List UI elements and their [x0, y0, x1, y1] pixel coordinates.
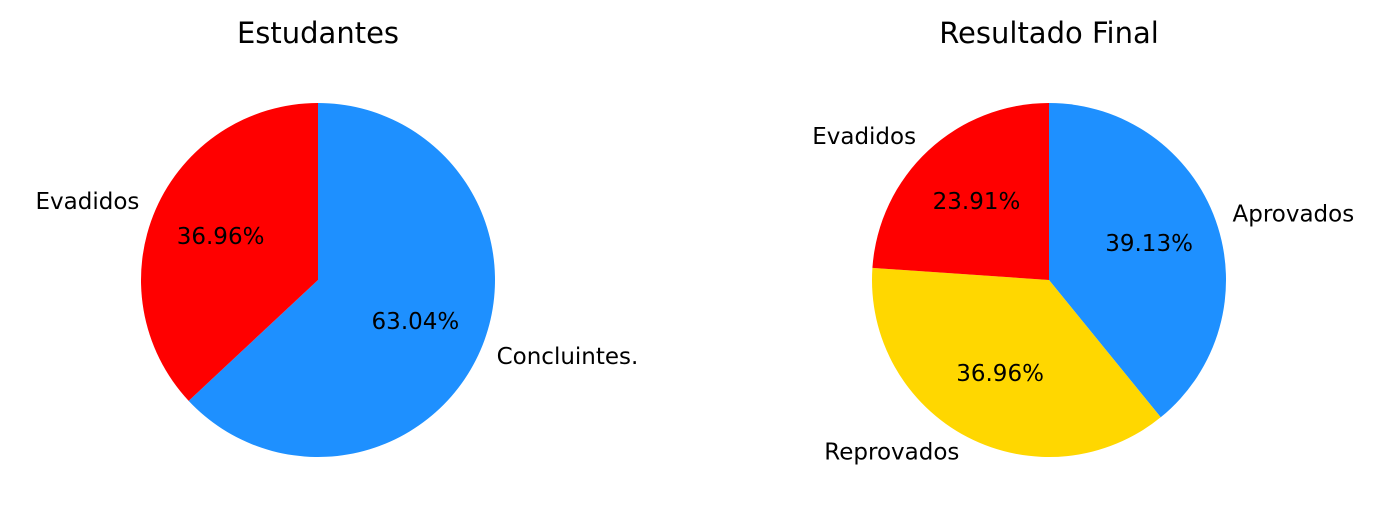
chart-title: Resultado Final [939, 16, 1159, 50]
slice-category-label: Evadidos [812, 124, 916, 150]
slice-percent-label: 39.13% [1105, 231, 1193, 257]
pie-slice-reprovados [871, 267, 1161, 458]
pie-slice-evadidos [872, 102, 1049, 280]
slice-percent-label: 23.91% [933, 189, 1021, 215]
slice-percent-label: 63.04% [372, 309, 460, 335]
slice-category-label: Reprovados [824, 439, 959, 465]
slice-category-label: Concluintes. [497, 344, 639, 370]
pie-slice-evadidos [141, 102, 318, 401]
slice-category-label: Aprovados [1233, 201, 1355, 227]
slice-percent-label: 36.96% [177, 224, 265, 250]
pie-slice-aprovados [1049, 103, 1227, 418]
resultado-final-pie-chart: Resultado Final 39.13% Aprovados 36.96% Rep… [812, 16, 1354, 465]
estudantes-pie-chart: Estudantes 63.04% Concluintes. 36.96% Evadi… [36, 16, 639, 457]
slice-category-label: Evadidos [36, 189, 140, 215]
pie-slice-concluintes [188, 103, 496, 457]
slice-percent-label: 36.96% [956, 361, 1044, 387]
chart-title: Estudantes [237, 16, 399, 50]
